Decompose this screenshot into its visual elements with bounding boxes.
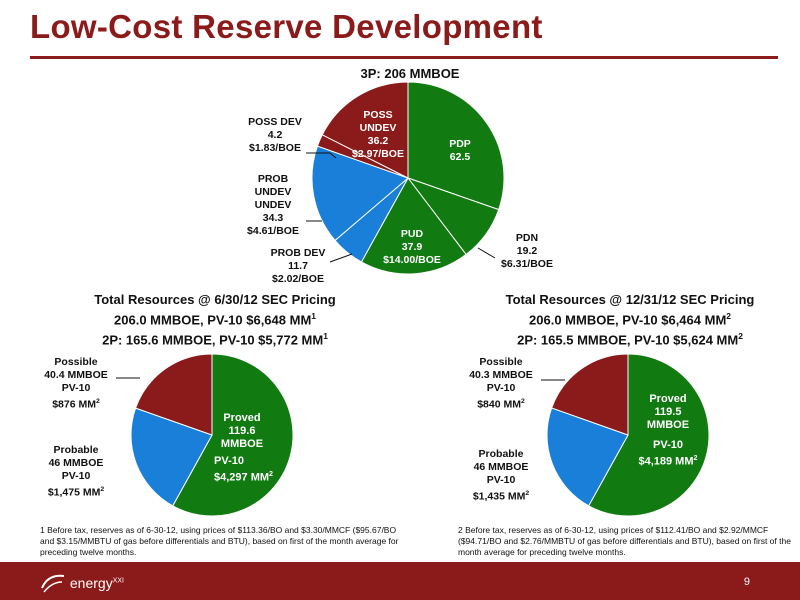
- chart2-slice-proved: [172, 353, 294, 517]
- chart3-label-possible: Possible 40.3 MMBOE PV-10 $840 MM2: [469, 356, 533, 411]
- label-prob-undev: PROB UNDEV UNDEV 34.3 $4.61/BOE: [247, 173, 299, 237]
- leader-prob-dev: [329, 253, 353, 263]
- label-prob-dev: PROB DEV 11.7 $2.02/BOE: [270, 247, 326, 285]
- leader-poss-dev: [306, 152, 337, 159]
- chart3-title: Total Resources @ 12/31/12 SEC Pricing 2…: [505, 292, 755, 348]
- chart2-label-proved: Proved 119.6 MMBOE: [220, 412, 264, 450]
- label-pdn: PDN 19.2 $6.31/BOE: [501, 232, 553, 270]
- chart3-label-proved: Proved 119.5 MMBOE: [646, 393, 690, 431]
- chart2-label-proved-pv: PV-10 $4,297 MM2: [214, 455, 274, 484]
- label-pud: PUD 37.9 $14.00/BOE: [383, 228, 441, 266]
- label-pdp: PDP 62.5: [449, 138, 471, 163]
- leader-pdn: [477, 247, 496, 259]
- label-poss-dev: POSS DEV 4.2 $1.83/BOE: [248, 116, 302, 154]
- chart2-slice-probable: [130, 407, 213, 507]
- chart2-label-probable: Probable 46 MMBOE PV-10 $1,475 MM2: [47, 444, 105, 499]
- chart1-slice-pud: [360, 177, 467, 275]
- company-logo: energyXXI: [40, 566, 124, 593]
- logo-text: energy: [69, 575, 113, 591]
- logo-suffix: XXI: [112, 577, 124, 585]
- chart2-slice-possible: [134, 353, 213, 436]
- chart2-label-possible: Possible 40.4 MMBOE PV-10 $876 MM2: [44, 356, 108, 411]
- chart3-slice-possible: [551, 353, 629, 436]
- chart1-title: 3P: 206 MMBOE: [360, 66, 460, 81]
- chart3-label-proved-pv: PV-10 $4,189 MM2: [638, 439, 698, 468]
- chart1-slice-poss-undev: [321, 81, 409, 179]
- footnote-2: 2 Before tax, reserves as of 6-30-12, us…: [458, 525, 791, 557]
- chart1-slice-pdp: [407, 81, 505, 211]
- chart3-label-probable: Probable 46 MMBOE PV-10 $1,435 MM2: [472, 448, 530, 503]
- footnote-1: 1 Before tax, reserves as of 6-30-12, us…: [40, 525, 399, 557]
- chart3-slice-probable: [546, 407, 629, 507]
- page-title: Low-Cost Reserve Development: [30, 8, 543, 45]
- title-rule: [30, 56, 778, 59]
- page-number: 9: [743, 576, 750, 588]
- chart2-title: Total Resources @ 6/30/12 SEC Pricing 20…: [94, 292, 336, 348]
- footer-bar: [0, 562, 800, 600]
- chart3-slice-proved: [588, 353, 710, 517]
- logo-swoosh-icon: [41, 574, 65, 593]
- label-poss-undev: POSS UNDEV 36.2 $2.97/BOE: [352, 109, 404, 160]
